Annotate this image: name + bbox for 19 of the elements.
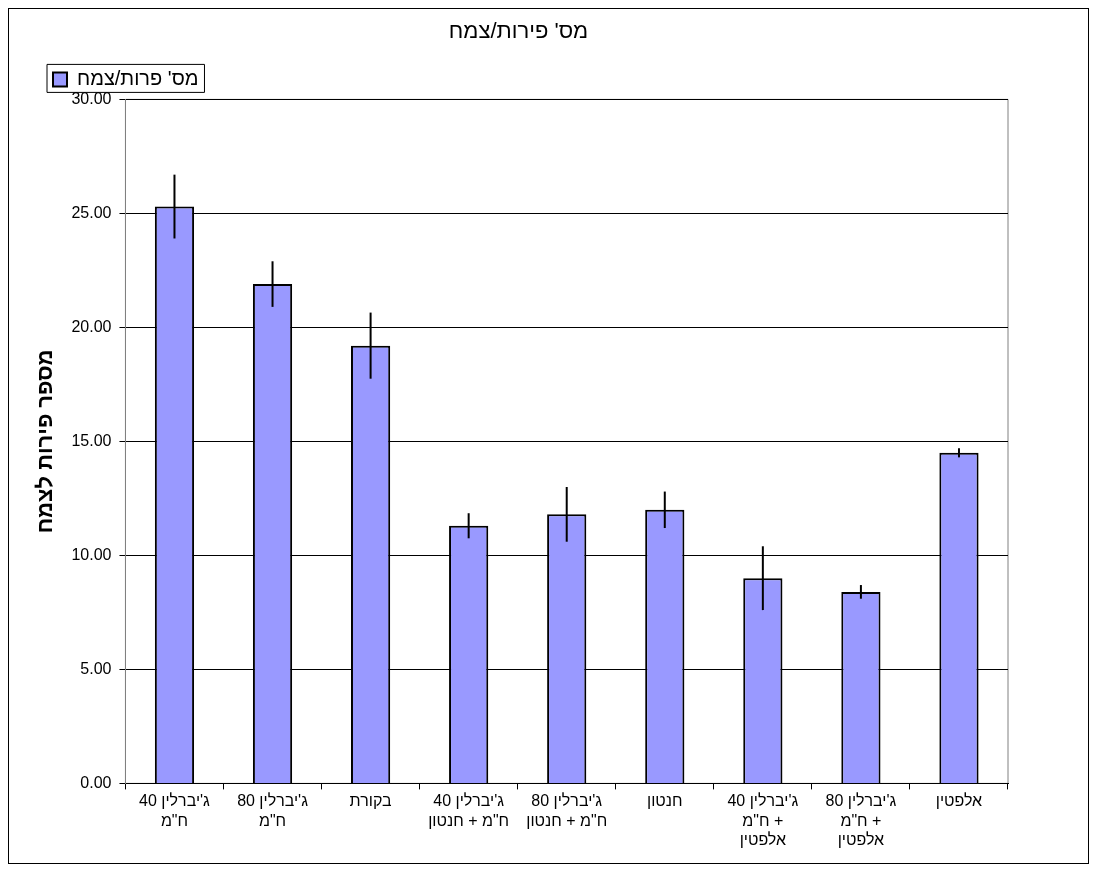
x-tick-label: ג'יברלין 80 ח"מ bbox=[237, 792, 309, 829]
y-tick-label: 25.00 bbox=[71, 203, 112, 221]
x-tick-label: ג'יברלין 40 ח"מ + חנטון bbox=[428, 792, 510, 829]
x-tick-label: אלפטין bbox=[935, 792, 983, 810]
x-tick-label: ג'יברלין 80 ח"מ + אלפטין bbox=[825, 792, 897, 848]
x-tick-label: ג'יברלין 40 ח"מ + אלפטין bbox=[727, 792, 799, 848]
y-tick-label: 20.00 bbox=[71, 317, 112, 335]
y-tick-label: 10.00 bbox=[71, 545, 112, 563]
x-tick-label: ג'יברלין 40 ח"מ bbox=[139, 792, 211, 829]
x-tick-label: בקורת bbox=[349, 792, 393, 810]
y-tick-label: 5.00 bbox=[80, 659, 112, 677]
y-tick-label: 15.00 bbox=[71, 431, 112, 449]
y-tick-label: 30.00 bbox=[71, 89, 112, 107]
y-axis-title: מספר פירות לצמח bbox=[32, 349, 58, 534]
legend-label: מס' פרות/צמח bbox=[77, 66, 199, 89]
x-tick-label: חנטון bbox=[647, 792, 683, 810]
chart-title: מס' פירות/צמח bbox=[448, 18, 589, 44]
y-tick-label: 0.00 bbox=[80, 773, 112, 791]
x-tick-label: ג'יברלין 80 ח"מ + חנטון bbox=[526, 792, 608, 829]
